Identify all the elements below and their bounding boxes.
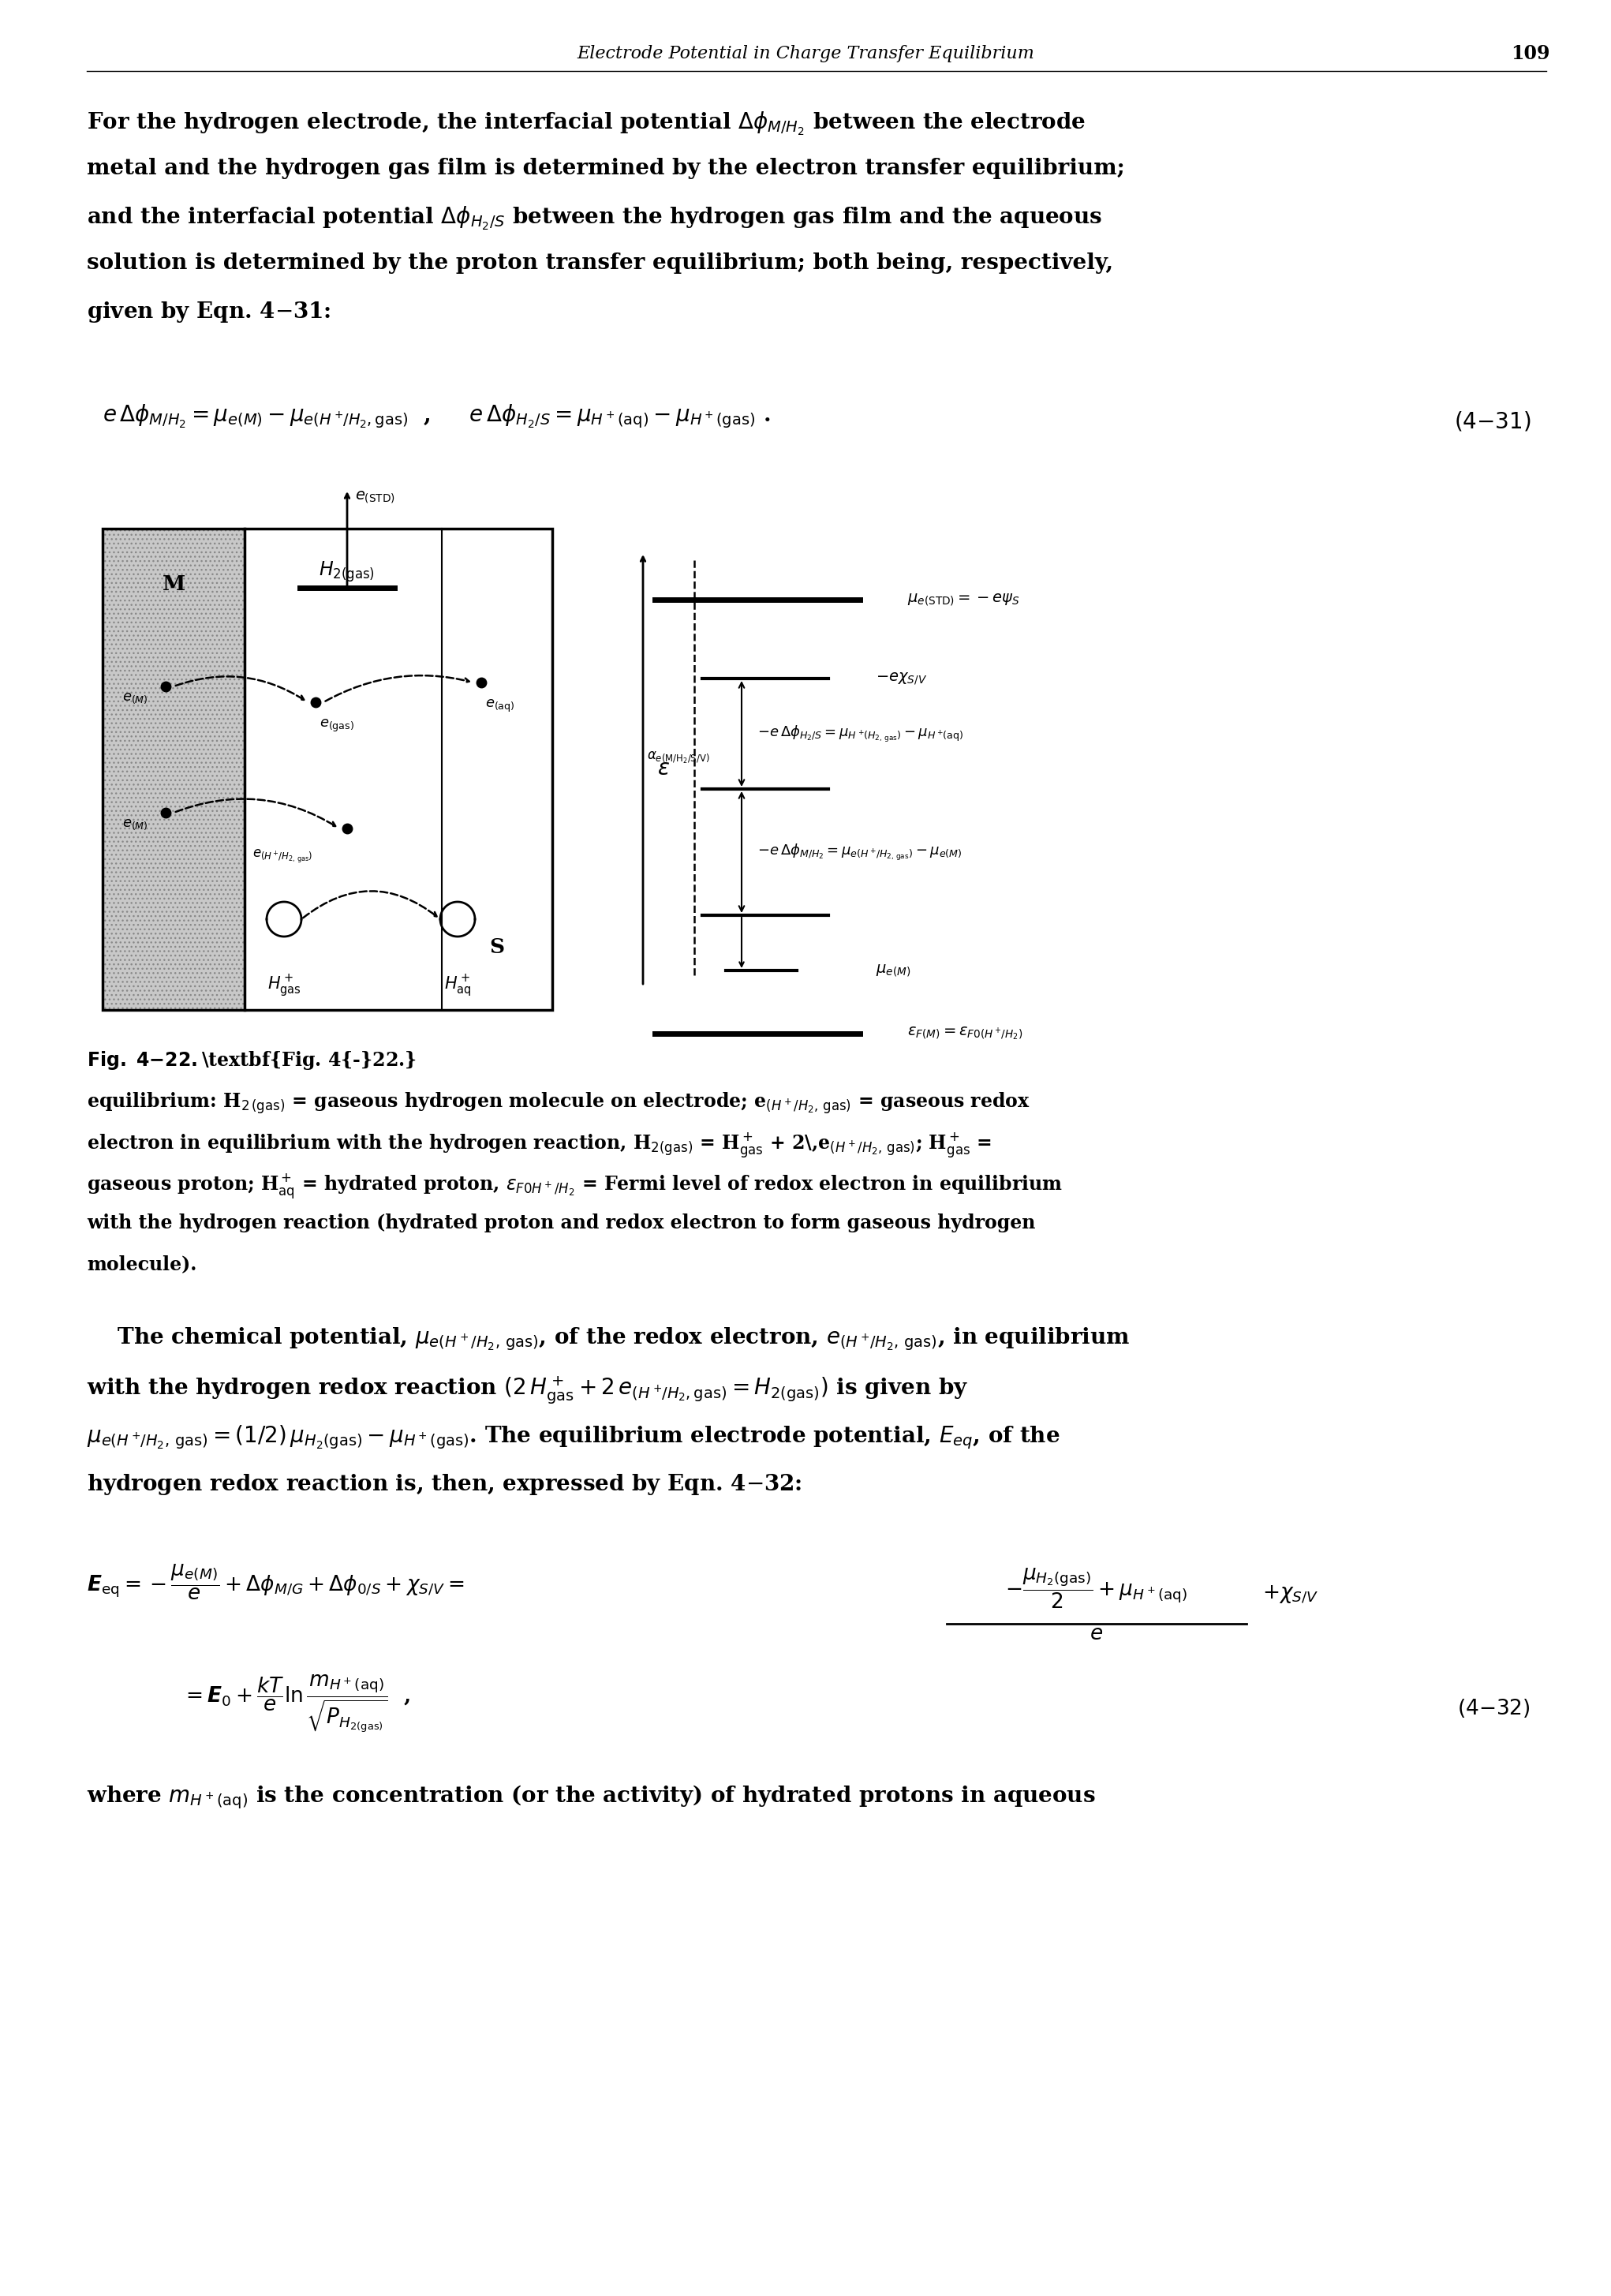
Text: $\mu_{e(H^+\!/H_2,\,\mathrm{gas})} = (1/2)\,\mu_{H_2(\mathrm{gas})} - \mu_{H^+(\: $\mu_{e(H^+\!/H_2,\,\mathrm{gas})} = (1/… xyxy=(87,1424,1060,1451)
Text: $\alpha_{e(\mathrm{M/H_2/S/V})}$: $\alpha_{e(\mathrm{M/H_2/S/V})}$ xyxy=(648,751,710,765)
Text: The chemical potential, $\mu_{e(H^+/H_2,\,\mathrm{gas})}$, of the redox electron: The chemical potential, $\mu_{e(H^+/H_2,… xyxy=(87,1325,1129,1352)
Text: with the hydrogen reaction (hydrated proton and redox electron to form gaseous h: with the hydrogen reaction (hydrated pro… xyxy=(87,1215,1036,1233)
Text: $-\dfrac{\mu_{H_2(\mathrm{gas})}}{2} + \mu_{H^+(\mathrm{aq})}$: $-\dfrac{\mu_{H_2(\mathrm{gas})}}{2} + \… xyxy=(1005,1566,1187,1609)
Text: molecule).: molecule). xyxy=(87,1254,197,1274)
Text: Electrode Potential in Charge Transfer Equilibrium: Electrode Potential in Charge Transfer E… xyxy=(577,46,1034,62)
Text: where $m_{H^+(\mathrm{aq})}$ is the concentration (or the activity) of hydrated : where $m_{H^+(\mathrm{aq})}$ is the conc… xyxy=(87,1784,1095,1812)
Bar xyxy=(103,528,245,1010)
Text: $-e\,\Delta\phi_{M/H_2} = \mu_{e(H^+\!/H_{2,\,\mathrm{gas}})} - \mu_{e(M)}$: $-e\,\Delta\phi_{M/H_2} = \mu_{e(H^+\!/H… xyxy=(757,843,962,861)
Text: 109: 109 xyxy=(1511,44,1550,62)
Text: $e_{(M)}$: $e_{(M)}$ xyxy=(122,817,148,831)
Text: $(4{-}32)$: $(4{-}32)$ xyxy=(1458,1697,1530,1720)
Bar xyxy=(103,528,245,1010)
Text: $H_{2\mathrm{(gas)}}$: $H_{2\mathrm{(gas)}}$ xyxy=(319,560,375,583)
Text: given by Eqn. 4$-$31:: given by Eqn. 4$-$31: xyxy=(87,301,330,324)
Text: $e$: $e$ xyxy=(1091,1623,1104,1644)
Text: $e_{(\mathrm{gas})}$: $e_{(\mathrm{gas})}$ xyxy=(319,719,354,735)
Text: $-e\,\Delta\phi_{H_2/S} = \mu_{H^+\!(H_{2,\,\mathrm{gas}})} - \mu_{H^+\!(\mathrm: $-e\,\Delta\phi_{H_2/S} = \mu_{H^+\!(H_{… xyxy=(757,723,963,744)
Bar xyxy=(103,528,553,1010)
Text: $\boldsymbol{E}_\mathrm{eq} = -\dfrac{\mu_{e(M)}}{e} + \Delta\phi_{M/G} + \Delta: $\boldsymbol{E}_\mathrm{eq} = -\dfrac{\m… xyxy=(87,1561,464,1600)
Text: $e\,\Delta\phi_{M/H_2} = \mu_{e(M)} - \mu_{e(H^+\!/H_2,\mathrm{gas})}$  ,     $e: $e\,\Delta\phi_{M/H_2} = \mu_{e(M)} - \m… xyxy=(103,402,770,429)
Text: $e_{(M)}$: $e_{(M)}$ xyxy=(122,691,148,705)
Text: hydrogen redox reaction is, then, expressed by Eqn. 4$-$32:: hydrogen redox reaction is, then, expres… xyxy=(87,1472,802,1497)
Text: $-e\chi_{S/V}$: $-e\chi_{S/V}$ xyxy=(876,670,928,687)
Text: $H^+_\mathrm{gas}$: $H^+_\mathrm{gas}$ xyxy=(267,974,301,999)
Text: $\varepsilon_{F(M)} = \varepsilon_{F0(H^+\!/H_2)}$: $\varepsilon_{F(M)} = \varepsilon_{F0(H^… xyxy=(907,1026,1023,1042)
Text: $H^+_\mathrm{aq}$: $H^+_\mathrm{aq}$ xyxy=(445,974,470,999)
Text: $(4{-}31)$: $(4{-}31)$ xyxy=(1453,411,1530,434)
Text: and the interfacial potential $\Delta\phi_{H_2/S}$ between the hydrogen gas film: and the interfacial potential $\Delta\ph… xyxy=(87,204,1102,232)
Text: $e_{(\mathrm{aq})}$: $e_{(\mathrm{aq})}$ xyxy=(485,698,516,714)
Text: with the hydrogen redox reaction $(2\,H^+_\mathrm{gas} + 2\,e_{(H^+\!/H_2,\mathr: with the hydrogen redox reaction $(2\,H^… xyxy=(87,1375,968,1405)
Text: electron in equilibrium with the hydrogen reaction, H$_{2(\mathrm{gas})}$ = H$^+: electron in equilibrium with the hydroge… xyxy=(87,1132,992,1159)
Text: S: S xyxy=(490,937,504,957)
Text: $e_{(\mathrm{STD})}$: $e_{(\mathrm{STD})}$ xyxy=(354,489,395,505)
Text: $\mu_{e(\mathrm{STD})} = -e\psi_S$: $\mu_{e(\mathrm{STD})} = -e\psi_S$ xyxy=(907,592,1020,606)
Text: metal and the hydrogen gas film is determined by the electron transfer equilibri: metal and the hydrogen gas film is deter… xyxy=(87,158,1124,179)
Text: M: M xyxy=(163,574,185,595)
Text: solution is determined by the proton transfer equilibrium; both being, respectiv: solution is determined by the proton tra… xyxy=(87,253,1113,273)
Text: $\mu_{e(M)}$: $\mu_{e(M)}$ xyxy=(876,962,910,978)
Text: equilibrium: H$_{2\,(\mathrm{gas})}$ = gaseous hydrogen molecule on electrode; e: equilibrium: H$_{2\,(\mathrm{gas})}$ = g… xyxy=(87,1091,1031,1116)
Text: $+ \chi_{S/V}$: $+ \chi_{S/V}$ xyxy=(1263,1584,1319,1605)
Text: $e_{(H^+\!/H_{2,\,\mathrm{gas}})}$: $e_{(H^+\!/H_{2,\,\mathrm{gas}})}$ xyxy=(253,847,313,863)
Text: For the hydrogen electrode, the interfacial potential $\Delta\phi_{M/H_2}$ betwe: For the hydrogen electrode, the interfac… xyxy=(87,110,1086,138)
Text: gaseous proton; H$^+_\mathrm{aq}$ = hydrated proton, $\varepsilon_{F0H^+/H_2}$ =: gaseous proton; H$^+_\mathrm{aq}$ = hydr… xyxy=(87,1173,1063,1201)
Text: $\mathbf{Fig.\ 4{-}22.}$\textbf{Fig. 4{-}22.}: $\mathbf{Fig.\ 4{-}22.}$\textbf{Fig. 4{-… xyxy=(87,1049,417,1072)
Text: $\varepsilon$: $\varepsilon$ xyxy=(657,758,670,781)
Text: $= \boldsymbol{E}_0 + \dfrac{kT}{e}\ln\dfrac{m_{H^+(\mathrm{aq})}}{\sqrt{P_{H_{2: $= \boldsymbol{E}_0 + \dfrac{kT}{e}\ln\d… xyxy=(182,1674,411,1733)
